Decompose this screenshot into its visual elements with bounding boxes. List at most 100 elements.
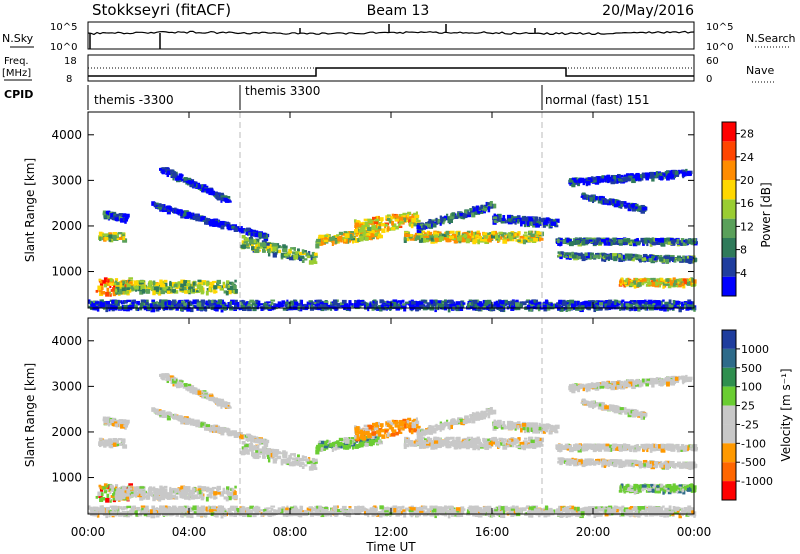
velocity-cell xyxy=(198,489,202,495)
power-cell xyxy=(408,219,411,223)
power-cell xyxy=(193,183,197,187)
power-cell xyxy=(447,216,450,221)
velocity-cell xyxy=(229,491,234,497)
power-cell xyxy=(223,223,227,227)
power-cell xyxy=(196,302,202,307)
power-cell xyxy=(311,304,314,309)
power-cell xyxy=(126,287,130,291)
power-cell xyxy=(436,303,442,306)
power-colorbar-cell xyxy=(722,199,736,219)
power-cell xyxy=(435,221,439,225)
power-cell xyxy=(529,306,533,311)
velocity-cell xyxy=(158,496,162,502)
power-cell xyxy=(298,257,303,262)
power-cell xyxy=(365,225,370,228)
power-cell xyxy=(441,237,445,241)
power-cell xyxy=(220,224,225,230)
power-cell xyxy=(418,238,422,243)
power-cell xyxy=(532,219,536,225)
power-cell xyxy=(496,234,500,239)
velocity-cell xyxy=(174,496,179,500)
power-cell xyxy=(98,234,104,238)
power-cell xyxy=(378,228,383,231)
power-cell xyxy=(672,283,676,287)
ytick-label: 1000 xyxy=(51,265,82,279)
velocity-cell xyxy=(107,485,111,489)
power-cell xyxy=(247,306,251,309)
power-cell xyxy=(134,285,139,290)
power-cell xyxy=(515,302,520,307)
power-cell xyxy=(529,304,535,308)
velocity-cell xyxy=(114,484,119,488)
power-cell xyxy=(662,279,667,282)
power-cell xyxy=(308,260,314,265)
velocity-cell xyxy=(101,486,106,490)
power-cell xyxy=(492,216,498,220)
velocity-cell xyxy=(108,488,112,491)
power-cell xyxy=(321,304,327,309)
power-cell xyxy=(426,223,432,228)
power-cell xyxy=(360,228,365,232)
power-cell xyxy=(344,233,350,238)
power-cell xyxy=(681,301,684,307)
power-cell xyxy=(635,206,639,210)
power-cell xyxy=(88,299,91,304)
velocity-cell xyxy=(124,489,128,495)
power-cell xyxy=(613,203,619,208)
velocity-cell xyxy=(111,487,116,493)
power-cell xyxy=(580,195,585,198)
power-cell xyxy=(671,174,675,179)
power-cell xyxy=(408,300,412,304)
power-cell xyxy=(515,299,519,304)
power-cell xyxy=(517,231,521,235)
power-cell xyxy=(453,239,458,244)
power-cell xyxy=(163,279,168,283)
power-cell xyxy=(139,280,145,283)
power-cell xyxy=(203,217,207,220)
power-cell xyxy=(614,301,617,306)
power-cell xyxy=(374,218,380,224)
power-cell xyxy=(489,232,492,236)
power-cell xyxy=(186,304,190,309)
power-cell xyxy=(641,177,644,181)
power-cell xyxy=(359,232,363,237)
power-cell xyxy=(528,217,534,222)
power-cell xyxy=(361,229,367,235)
velocity-cell xyxy=(106,439,110,443)
power-cell xyxy=(483,303,489,306)
power-cell xyxy=(453,215,459,220)
power-cell xyxy=(273,242,278,247)
power-cell xyxy=(609,240,613,246)
power-cell xyxy=(209,188,214,191)
power-cell xyxy=(104,284,108,288)
ytick-label: 4000 xyxy=(51,128,82,142)
power-cell xyxy=(462,213,467,219)
power-cell xyxy=(496,213,502,218)
power-cell xyxy=(542,222,548,225)
power-cell xyxy=(428,218,432,224)
velocity-cell xyxy=(124,419,130,424)
power-cell xyxy=(254,232,259,238)
cpid-panel: CPID themis -3300 themis 3300 normal (fa… xyxy=(4,84,649,110)
power-cell xyxy=(336,303,342,307)
power-cell xyxy=(646,172,652,176)
power-cell xyxy=(133,304,138,308)
power-cell xyxy=(323,234,328,238)
power-cell xyxy=(490,234,495,239)
power-cell xyxy=(684,302,687,305)
power-cell xyxy=(107,215,110,220)
power-cell xyxy=(635,174,638,180)
power-cell xyxy=(604,306,609,311)
power-cell xyxy=(487,207,491,213)
velocity-cell xyxy=(111,422,117,427)
power-cell xyxy=(570,303,574,307)
power-cell xyxy=(159,168,163,171)
power-cell xyxy=(367,226,372,232)
power-cell xyxy=(348,237,352,241)
power-cell xyxy=(151,299,156,303)
power-cell xyxy=(599,179,605,183)
power-cell xyxy=(313,302,317,305)
power-cell xyxy=(458,212,463,216)
power-cell xyxy=(637,205,642,208)
